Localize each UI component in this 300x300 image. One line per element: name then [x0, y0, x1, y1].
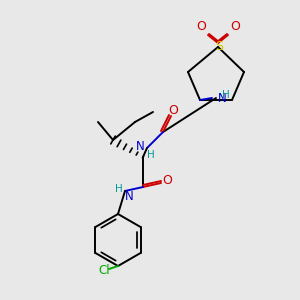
- Text: O: O: [230, 20, 240, 32]
- Text: H: H: [115, 184, 123, 194]
- Text: O: O: [168, 103, 178, 116]
- Text: N: N: [218, 92, 227, 104]
- Text: N: N: [124, 190, 134, 203]
- Text: Cl: Cl: [98, 263, 110, 277]
- Text: O: O: [162, 173, 172, 187]
- Text: H: H: [147, 150, 155, 160]
- Text: S: S: [215, 40, 223, 52]
- Text: N: N: [136, 140, 145, 152]
- Text: H: H: [222, 90, 230, 100]
- Text: O: O: [196, 20, 206, 32]
